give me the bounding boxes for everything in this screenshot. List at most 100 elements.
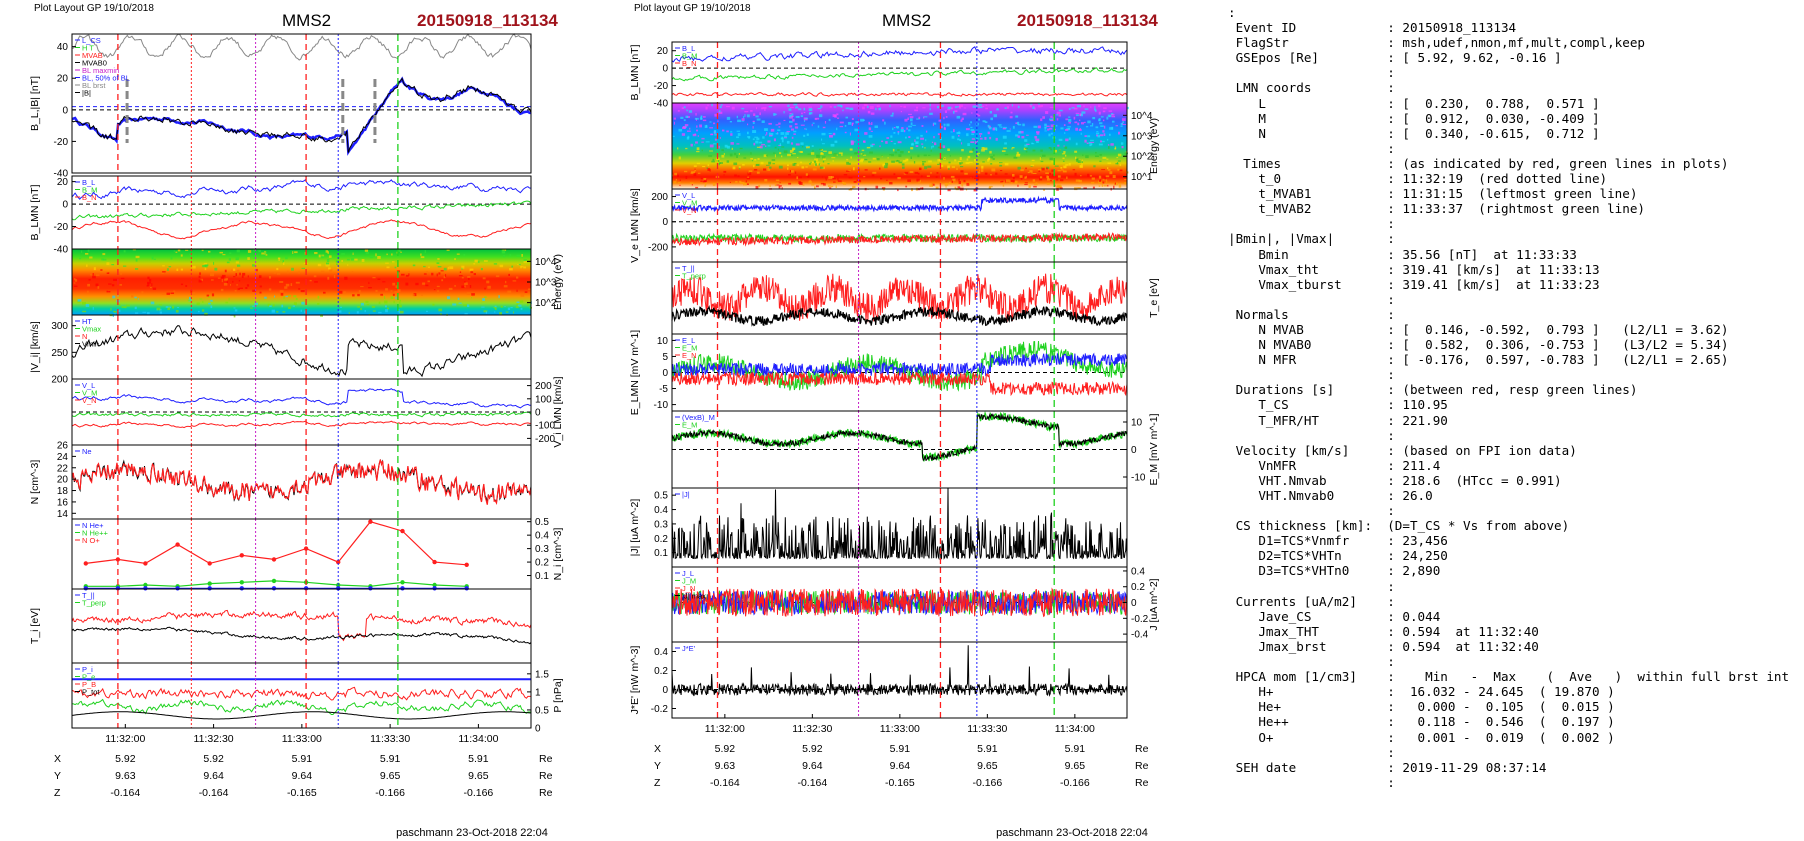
pe-line: [71, 711, 532, 720]
spectrogram-pixel: [978, 133, 983, 135]
spectrogram-pixel: [1020, 178, 1023, 180]
spectrogram-pixel: [1103, 133, 1106, 136]
spectrogram-pixel: [789, 107, 794, 109]
spectrogram-pixel: [1050, 148, 1053, 151]
info-line: O+ : 0.001 - 0.019 ( 0.002 ): [1228, 729, 1615, 745]
x-tick-label: 11:34:00: [1055, 723, 1095, 735]
spectrogram-pixel: [1068, 116, 1071, 118]
spectrogram-pixel: [1054, 165, 1059, 167]
spectrogram-pixel: [1079, 165, 1083, 167]
spectrogram-pixel: [816, 154, 821, 158]
spectrogram-pixel: [438, 272, 441, 275]
spectrogram-pixel: [1081, 111, 1086, 114]
spectrogram-pixel: [1102, 156, 1107, 159]
spectrogram-pixel: [1010, 182, 1013, 184]
spectrogram-pixel: [977, 177, 979, 181]
spectrogram-pixel: [783, 111, 785, 114]
spectrogram-pixel: [1099, 122, 1103, 125]
spectrogram-pixel: [916, 136, 919, 140]
spectrogram-pixel: [814, 186, 816, 189]
spectrogram-pixel: [1033, 125, 1038, 128]
spectrogram-pixel: [1124, 182, 1127, 185]
spectrogram-pixel: [412, 294, 415, 296]
spectrogram-pixel: [321, 255, 324, 259]
spectrogram-pixel: [821, 176, 823, 178]
spectrogram-pixel: [707, 164, 710, 167]
spectrogram-pixel: [276, 267, 279, 271]
spectrogram-pixel: [438, 308, 443, 312]
spectrogram-pixel: [1077, 187, 1081, 189]
spectrogram-pixel: [527, 304, 529, 307]
spectrogram-pixel: [789, 125, 793, 128]
spectrogram-pixel: [776, 184, 780, 186]
spectrogram-pixel: [247, 250, 252, 253]
spectrogram-pixel: [1076, 114, 1079, 116]
spectrogram-pixel: [837, 177, 839, 181]
spectrogram-pixel: [954, 159, 957, 162]
spectrogram-pixel: [694, 169, 696, 172]
info-line: Velocity [km/s] : (based on FPI ion data…: [1228, 442, 1577, 458]
y-tick-label: 0.4: [535, 531, 549, 542]
spectrogram-pixel: [1053, 149, 1057, 153]
spectrogram-pixel: [1106, 179, 1108, 183]
spectrogram-pixel: [726, 145, 730, 149]
spectrogram-pixel: [1099, 160, 1102, 162]
spectrogram-pixel: [1062, 157, 1065, 159]
x-tick-label: 11:32:00: [705, 723, 745, 735]
legend-label: P_B: [82, 680, 96, 689]
spectrogram-pixel: [851, 123, 853, 126]
spectrogram-pixel: [763, 154, 768, 158]
spectrogram-pixel: [790, 154, 793, 156]
spectrogram-pixel: [204, 267, 207, 271]
spectrogram-pixel: [295, 281, 300, 284]
spectrogram-pixel: [834, 140, 838, 143]
spectrogram-pixel: [969, 123, 971, 126]
spectrogram-pixel: [141, 291, 144, 294]
spectrogram-pixel: [1017, 135, 1020, 138]
spectrogram-pixel: [521, 254, 523, 257]
spectrogram-pixel: [693, 165, 697, 167]
spectrogram-pixel: [1099, 180, 1102, 182]
y-tick-label: 200: [51, 375, 68, 386]
spectrogram-pixel: [737, 133, 741, 136]
spectrogram-pixel: [890, 140, 893, 142]
spectrogram-pixel: [258, 249, 261, 253]
bl-line: [671, 46, 1128, 63]
spectrogram-pixel: [291, 267, 294, 271]
spectrogram-pixel: [1118, 184, 1122, 188]
spectrogram-pixel: [900, 105, 903, 107]
spectrogram-pixel: [821, 143, 825, 145]
spectrogram-pixel: [520, 293, 525, 297]
spectrogram-pixel: [1050, 115, 1053, 118]
spectrogram-pixel: [1101, 184, 1103, 187]
spectrogram-pixel: [935, 176, 938, 178]
spectrogram-pixel: [845, 107, 850, 110]
spectrogram-pixel: [447, 296, 451, 300]
spectrogram-pixel: [1036, 131, 1040, 133]
spectrogram-pixel: [151, 283, 153, 287]
spectrogram-pixel: [910, 156, 912, 159]
spectrogram-pixel: [333, 275, 336, 279]
spectrogram-pixel: [894, 151, 897, 154]
spectrogram-pixel: [471, 297, 473, 299]
spectrogram-pixel: [336, 263, 338, 265]
spectrogram-pixel: [966, 133, 969, 137]
spectrogram-pixel: [1043, 188, 1045, 191]
spectrogram-pixel: [1103, 107, 1107, 110]
spectrogram-pixel: [173, 290, 176, 292]
spectrogram-pixel: [755, 140, 759, 144]
he-plus-plus-series-point: [336, 559, 341, 565]
spectrogram-pixel: [352, 294, 355, 297]
spectrogram-pixel: [371, 305, 376, 308]
spectrogram-pixel: [947, 188, 951, 192]
spectrogram-pixel: [980, 106, 983, 109]
spectrogram-pixel: [385, 262, 389, 264]
spectrogram-pixel: [221, 279, 223, 283]
spectrogram-pixel: [916, 178, 920, 182]
info-line: Event ID : 20150918_113134: [1228, 20, 1517, 36]
spectrogram-pixel: [287, 295, 292, 297]
spectrogram-pixel: [1081, 122, 1084, 125]
